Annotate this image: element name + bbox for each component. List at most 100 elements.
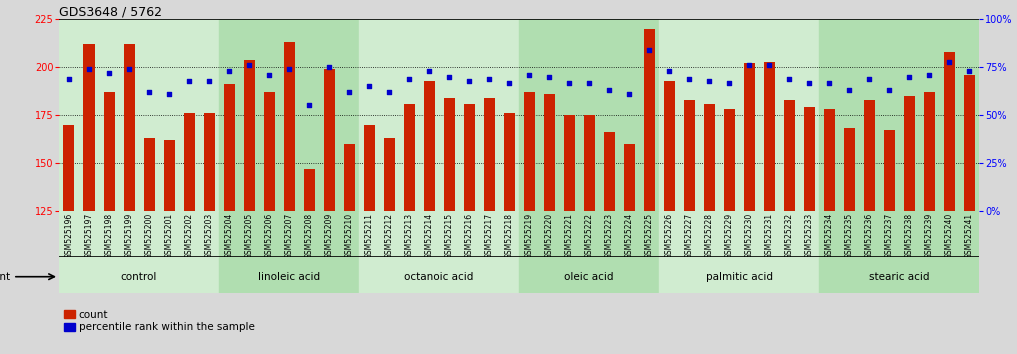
Point	[761, 63, 777, 68]
Bar	[304, 169, 314, 354]
Bar	[383, 138, 395, 354]
Bar	[659, 257, 820, 293]
Text: agent: agent	[0, 272, 11, 282]
Bar	[964, 75, 975, 354]
Text: GSM525197: GSM525197	[84, 213, 94, 259]
Text: GSM525238: GSM525238	[905, 213, 914, 259]
Point	[581, 80, 597, 85]
Bar	[243, 59, 254, 354]
Point	[281, 66, 297, 72]
Text: stearic acid: stearic acid	[870, 272, 930, 282]
Text: GSM525215: GSM525215	[444, 213, 454, 259]
Bar	[704, 104, 715, 354]
Text: GSM525230: GSM525230	[744, 213, 754, 259]
Point	[421, 68, 437, 74]
Bar	[63, 125, 74, 354]
Text: GSM525206: GSM525206	[264, 213, 274, 259]
Bar	[424, 81, 434, 354]
Point	[961, 68, 977, 74]
Point	[681, 76, 698, 81]
Point	[161, 91, 177, 97]
Point	[201, 78, 218, 84]
Bar	[820, 19, 979, 211]
Point	[801, 80, 818, 85]
Bar	[520, 19, 659, 211]
Point	[661, 68, 677, 74]
Point	[441, 74, 458, 80]
Text: GSM525241: GSM525241	[965, 213, 974, 259]
Point	[461, 78, 477, 84]
Bar	[524, 92, 535, 354]
Point	[261, 72, 278, 78]
Bar	[803, 107, 815, 354]
Bar	[904, 96, 915, 354]
Text: GSM525210: GSM525210	[345, 213, 354, 259]
Point	[841, 87, 857, 93]
Bar	[263, 92, 275, 354]
Bar	[164, 140, 175, 354]
Bar	[604, 132, 614, 354]
Bar	[203, 113, 215, 354]
Bar	[219, 257, 359, 293]
Bar	[104, 92, 115, 354]
Text: linoleic acid: linoleic acid	[258, 272, 320, 282]
Text: GSM525207: GSM525207	[285, 213, 294, 259]
Bar	[743, 63, 755, 354]
Text: GSM525212: GSM525212	[384, 213, 394, 259]
Bar	[520, 257, 659, 293]
Point	[361, 84, 377, 89]
Bar	[520, 211, 659, 257]
Text: octanoic acid: octanoic acid	[405, 272, 474, 282]
Point	[541, 74, 557, 80]
Bar	[863, 100, 875, 354]
Bar	[884, 130, 895, 354]
Point	[321, 64, 338, 70]
Point	[741, 63, 758, 68]
Text: GSM525228: GSM525228	[705, 213, 714, 259]
Bar	[464, 104, 475, 354]
Bar	[359, 19, 520, 211]
Bar	[364, 125, 374, 354]
Point	[341, 89, 357, 95]
Text: GSM525234: GSM525234	[825, 213, 834, 259]
Bar	[323, 69, 335, 354]
Bar	[59, 211, 219, 257]
Bar	[443, 98, 455, 354]
Bar	[563, 115, 575, 354]
Bar	[404, 104, 415, 354]
Point	[81, 66, 98, 72]
Text: GSM525219: GSM525219	[525, 213, 534, 259]
Bar	[659, 211, 820, 257]
Text: GSM525214: GSM525214	[425, 213, 433, 259]
Bar	[143, 138, 155, 354]
Text: GSM525224: GSM525224	[624, 213, 634, 259]
Text: GSM525240: GSM525240	[945, 213, 954, 259]
Point	[301, 103, 317, 108]
Bar	[659, 19, 820, 211]
Text: GSM525218: GSM525218	[504, 213, 514, 259]
Text: GSM525221: GSM525221	[564, 213, 574, 259]
Text: GSM525232: GSM525232	[785, 213, 794, 259]
Text: GSM525199: GSM525199	[124, 213, 133, 259]
Text: GSM525217: GSM525217	[485, 213, 493, 259]
Text: GSM525222: GSM525222	[585, 213, 594, 259]
Bar	[644, 29, 655, 354]
Text: GSM525202: GSM525202	[184, 213, 193, 259]
Bar	[359, 211, 520, 257]
Point	[881, 87, 897, 93]
Legend: count, percentile rank within the sample: count, percentile rank within the sample	[64, 310, 254, 332]
Bar	[484, 98, 494, 354]
Text: GSM525237: GSM525237	[885, 213, 894, 259]
Text: control: control	[121, 272, 158, 282]
Bar	[664, 81, 674, 354]
Bar	[623, 144, 635, 354]
Point	[701, 78, 717, 84]
Bar	[784, 100, 795, 354]
Bar	[683, 100, 695, 354]
Point	[901, 74, 917, 80]
Bar	[820, 257, 979, 293]
Bar	[123, 44, 134, 354]
Point	[221, 68, 237, 74]
Text: GSM525213: GSM525213	[405, 213, 414, 259]
Bar	[359, 257, 520, 293]
